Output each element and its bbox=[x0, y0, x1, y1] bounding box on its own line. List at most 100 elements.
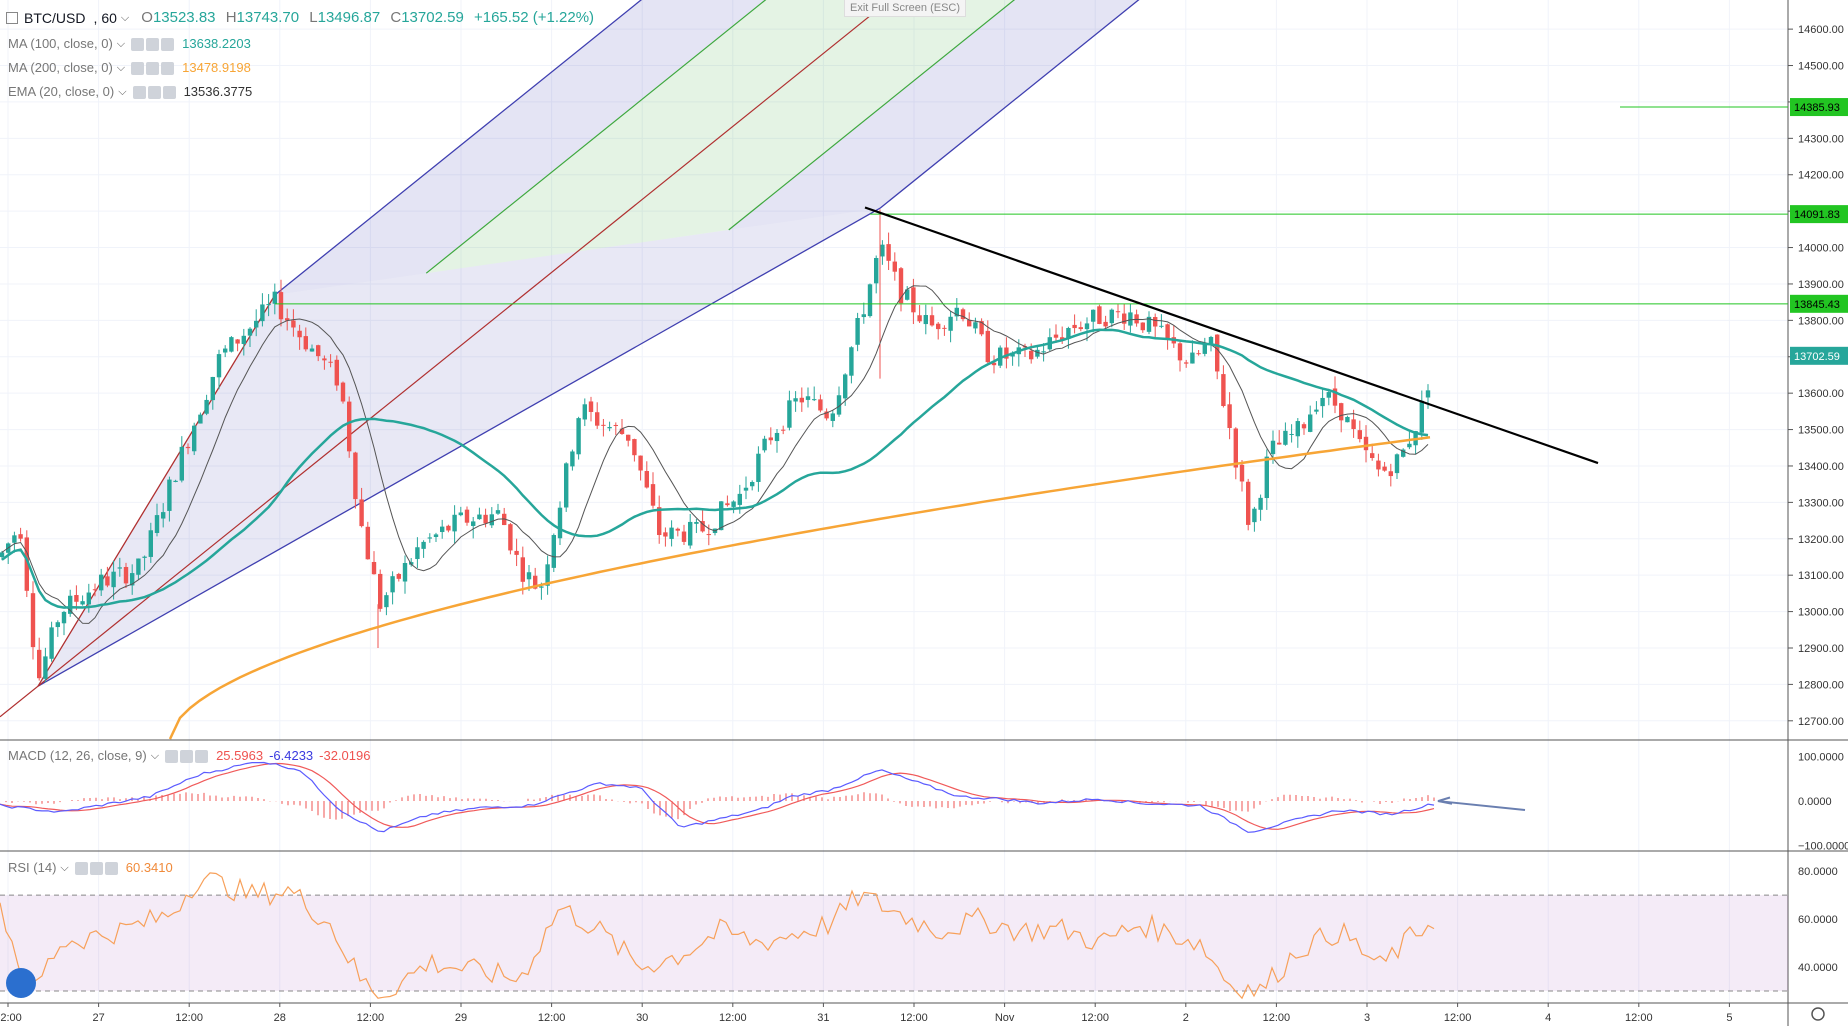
time-tick-label: 3 bbox=[1364, 1012, 1370, 1024]
rsi-legend: RSI (14) ⌵ 60.3410 bbox=[8, 856, 173, 880]
candle-body bbox=[669, 527, 674, 539]
price-tick-label: 12900.00 bbox=[1798, 643, 1844, 655]
macd-label: MACD (12, 26, close, 9) bbox=[8, 748, 147, 763]
close-icon[interactable] bbox=[104, 861, 118, 875]
indicator-row[interactable]: EMA (20, close, 0) ⌵ 13536.3775 bbox=[8, 80, 252, 104]
time-tick-label: 28 bbox=[274, 1012, 286, 1024]
candle-body bbox=[979, 321, 984, 335]
candle-body bbox=[458, 512, 463, 516]
candle-body bbox=[111, 571, 116, 588]
candle-body bbox=[322, 358, 327, 361]
candle-body bbox=[1035, 349, 1040, 357]
indicator-row[interactable]: MA (100, close, 0) ⌵ 13638.2203 bbox=[8, 32, 252, 56]
rsi-row[interactable]: RSI (14) ⌵ 60.3410 bbox=[8, 856, 173, 880]
candle-body bbox=[316, 345, 321, 357]
pitchfork-upper-line bbox=[274, 0, 643, 296]
candle-body bbox=[812, 399, 817, 401]
chevron-down-icon[interactable]: ⌵ bbox=[60, 862, 69, 874]
rsi-pane: 80.0000 60.0000 40.0000 bbox=[0, 866, 1838, 1000]
candle-body bbox=[216, 354, 222, 378]
time-axis: 12:00 27 12:00 28 12:00 29 12:00 30 12:00 31 12:00… bbox=[0, 1003, 1825, 1024]
symbol-label[interactable]: BTC/USD bbox=[24, 10, 86, 26]
ema20-line bbox=[1, 285, 1429, 624]
low-key: L bbox=[309, 9, 318, 26]
exit-fullscreen-button[interactable]: Exit Full Screen (ESC) bbox=[844, 0, 966, 17]
rsi-line bbox=[0, 872, 1435, 1000]
candle-body bbox=[353, 452, 358, 500]
candle-body bbox=[588, 401, 594, 412]
candle-body bbox=[1382, 466, 1387, 471]
price-tag-label: 13845.43 bbox=[1794, 299, 1840, 311]
chevron-down-icon[interactable]: ⌵ bbox=[116, 62, 126, 74]
candle-body bbox=[86, 592, 91, 605]
eye-icon[interactable] bbox=[131, 61, 145, 75]
candle-body bbox=[1227, 404, 1232, 428]
pitchfork-median-line bbox=[0, 0, 891, 718]
candle-body bbox=[824, 411, 829, 419]
chevron-down-icon[interactable]: ⌵ bbox=[150, 750, 160, 762]
candle-body bbox=[948, 316, 953, 331]
candle-body bbox=[681, 531, 687, 542]
eye-icon[interactable] bbox=[131, 37, 145, 51]
indicator-row[interactable]: MA (200, close, 0) ⌵ 13478.9198 bbox=[8, 56, 252, 80]
candle-body bbox=[204, 399, 209, 414]
price-tag bbox=[1790, 346, 1848, 365]
macd-row[interactable]: MACD (12, 26, close, 9) ⌵ 25.5963 -6.423… bbox=[8, 744, 370, 768]
candle-body bbox=[1363, 436, 1369, 451]
grid-lines bbox=[0, 0, 1788, 1003]
candle-body bbox=[185, 446, 191, 449]
pitchfork-handle-upper bbox=[37, 294, 276, 687]
gear-icon[interactable] bbox=[146, 61, 160, 75]
gear-icon[interactable] bbox=[1811, 1007, 1825, 1021]
indicator-label: EMA (20, close, 0) bbox=[8, 84, 115, 99]
time-tick-label: Nov bbox=[995, 1012, 1015, 1024]
candle-body bbox=[61, 611, 67, 624]
candle-body bbox=[514, 550, 519, 555]
gear-icon[interactable] bbox=[180, 749, 194, 763]
candle-body bbox=[855, 318, 860, 345]
macd-line bbox=[0, 761, 1435, 833]
eye-icon[interactable] bbox=[74, 861, 88, 875]
candle-body bbox=[0, 552, 5, 558]
candle-body bbox=[105, 576, 110, 586]
wave-logo-icon[interactable] bbox=[6, 968, 36, 998]
candle-body bbox=[272, 291, 277, 304]
collapse-legend-icon[interactable] bbox=[6, 12, 18, 24]
time-tick-label: 29 bbox=[455, 1012, 467, 1024]
gear-icon[interactable] bbox=[89, 861, 103, 875]
candle-body bbox=[92, 589, 98, 591]
candle-body bbox=[998, 347, 1003, 366]
candle-body bbox=[737, 493, 742, 505]
candle-body bbox=[1425, 390, 1431, 398]
indicator-label: MA (100, close, 0) bbox=[8, 36, 113, 51]
ohlc-row: BTC/USD, 60 ⌵ O13523.83 H13743.70 L13496… bbox=[24, 6, 594, 30]
eye-icon[interactable] bbox=[165, 749, 179, 763]
candle-body bbox=[960, 309, 966, 320]
candle-body bbox=[526, 572, 532, 580]
macd-legend: MACD (12, 26, close, 9) ⌵ 25.5963 -6.423… bbox=[8, 744, 370, 768]
candle-body bbox=[886, 244, 891, 261]
price-tag-label: 14091.83 bbox=[1794, 209, 1840, 221]
gear-icon[interactable] bbox=[146, 37, 160, 51]
interval-label[interactable]: 60 bbox=[101, 10, 117, 26]
close-icon[interactable] bbox=[162, 85, 176, 99]
candle-body bbox=[650, 484, 656, 506]
candle-body bbox=[1103, 321, 1108, 327]
candle-body bbox=[985, 330, 990, 363]
macd-hist-value: 25.5963 bbox=[216, 748, 264, 763]
close-icon[interactable] bbox=[195, 749, 209, 763]
gear-icon[interactable] bbox=[147, 85, 161, 99]
chevron-down-icon[interactable]: ⌵ bbox=[116, 38, 126, 50]
candle-body bbox=[142, 556, 147, 558]
chevron-down-icon[interactable]: ⌵ bbox=[120, 12, 130, 24]
eye-icon[interactable] bbox=[132, 85, 146, 99]
candle-body bbox=[1004, 347, 1009, 359]
candle-body bbox=[892, 261, 897, 272]
candle-body bbox=[1252, 508, 1257, 523]
chevron-down-icon[interactable]: ⌵ bbox=[118, 86, 127, 98]
candle-body bbox=[762, 438, 767, 451]
price-tick-label: 12700.00 bbox=[1798, 716, 1844, 728]
close-icon[interactable] bbox=[161, 37, 175, 51]
close-icon[interactable] bbox=[161, 61, 175, 75]
